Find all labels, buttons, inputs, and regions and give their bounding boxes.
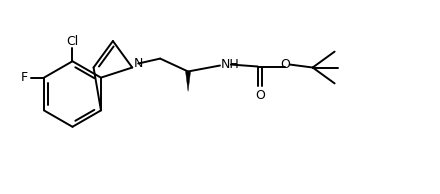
Polygon shape bbox=[186, 71, 191, 91]
Text: N: N bbox=[133, 57, 143, 70]
Text: NH: NH bbox=[221, 58, 240, 71]
Text: O: O bbox=[280, 58, 290, 71]
Text: O: O bbox=[255, 89, 265, 102]
Text: Cl: Cl bbox=[66, 35, 79, 48]
Text: F: F bbox=[21, 71, 28, 84]
